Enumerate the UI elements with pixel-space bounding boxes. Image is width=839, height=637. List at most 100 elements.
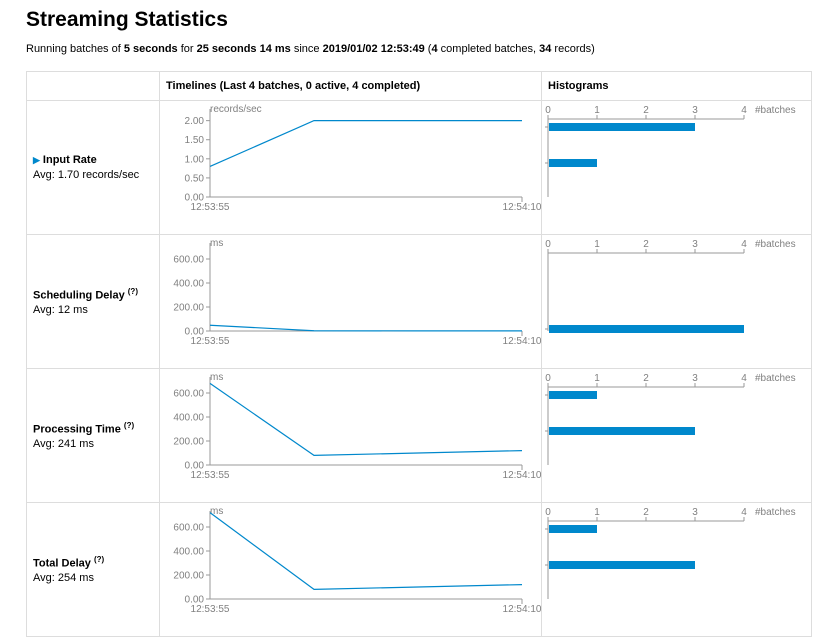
histograms-header: Histograms bbox=[541, 71, 812, 101]
histogram-cell: 0 1 2 3 4 #batches bbox=[541, 100, 812, 235]
help-tooltip-icon[interactable]: (?) bbox=[93, 554, 105, 564]
y-tick-label: 0.00 bbox=[185, 461, 205, 472]
x-tick-label: 12:53:55 bbox=[191, 202, 230, 213]
y-tick-label: 200.00 bbox=[173, 571, 204, 582]
y-unit-label: records/sec bbox=[210, 104, 262, 115]
hist-tick-label: 1 bbox=[594, 507, 600, 518]
x-tick-label: 12:54:10 bbox=[503, 604, 542, 615]
histogram-cell: 0 1 2 3 4 #batches bbox=[541, 502, 812, 637]
hist-tick-label: 3 bbox=[692, 239, 698, 250]
expand-triangle-icon[interactable]: ▶ bbox=[33, 155, 40, 165]
y-tick-label: 0.00 bbox=[185, 327, 205, 338]
y-tick-label: 400.00 bbox=[173, 279, 204, 290]
metric-label-cell: Scheduling Delay (?) Avg: 12 ms bbox=[26, 234, 160, 369]
metric-name-text: Processing Time bbox=[33, 423, 121, 436]
hist-tick-label: 2 bbox=[643, 373, 649, 384]
summary-text: since bbox=[290, 43, 323, 55]
metric-row: Processing Time (?) Avg: 241 ms ms 0.00 200.… bbox=[26, 368, 812, 503]
y-tick-label: 0.00 bbox=[185, 193, 205, 204]
start-time: 2019/01/02 12:53:49 bbox=[322, 43, 425, 55]
stats-table: Timelines (Last 4 batches, 0 active, 4 c… bbox=[26, 71, 812, 637]
histogram-cell: 0 1 2 3 4 #batches bbox=[541, 234, 812, 369]
y-tick-label: 1.50 bbox=[185, 135, 205, 146]
metric-average: Avg: 1.70 records/sec bbox=[33, 169, 140, 181]
metric-name: Processing Time (?) bbox=[33, 421, 159, 436]
x-tick-label: 12:53:55 bbox=[191, 470, 230, 481]
series-line bbox=[209, 120, 522, 168]
histogram-bar bbox=[549, 525, 597, 533]
completed-batches-count: 4 bbox=[431, 43, 438, 55]
summary-text: completed batches, bbox=[437, 43, 540, 55]
hist-tick-label: 0 bbox=[545, 373, 551, 384]
hist-axis-label: #batches bbox=[755, 373, 796, 384]
y-tick-label: 1.00 bbox=[185, 154, 205, 165]
timeline-cell: ms 0.00 200.00 400.00 600.00 12:53:55 12:54:10 bbox=[159, 368, 542, 503]
metric-name[interactable]: ▶ Input Rate bbox=[33, 154, 159, 166]
histogram-cell: 0 1 2 3 4 #batches bbox=[541, 368, 812, 503]
hist-tick-label: 2 bbox=[643, 507, 649, 518]
y-tick-label: 2.00 bbox=[185, 116, 205, 127]
y-tick-label: 400.00 bbox=[173, 547, 204, 558]
hist-axis-label: #batches bbox=[755, 105, 796, 116]
metric-name-text: Input Rate bbox=[42, 154, 97, 166]
table-header-row: Timelines (Last 4 batches, 0 active, 4 c… bbox=[26, 71, 812, 101]
help-tooltip-icon[interactable]: (?) bbox=[123, 420, 135, 430]
hist-tick-label: 4 bbox=[741, 373, 747, 384]
x-tick-label: 12:53:55 bbox=[191, 336, 230, 347]
timeline-cell: ms 0.00 200.00 400.00 600.00 12:53:55 12:54:10 bbox=[159, 502, 542, 637]
metric-label-cell: Total Delay (?) Avg: 254 ms bbox=[26, 502, 160, 637]
metric-average: Avg: 241 ms bbox=[33, 438, 94, 451]
hist-axis-label: #batches bbox=[755, 239, 796, 250]
histogram-bar bbox=[549, 123, 695, 131]
histogram-chart: 0 1 2 3 4 #batches bbox=[545, 105, 796, 197]
y-tick-label: 600.00 bbox=[173, 389, 204, 400]
records-count: 34 bbox=[539, 43, 552, 55]
histogram-bar bbox=[549, 391, 597, 399]
metric-average: Avg: 12 ms bbox=[33, 304, 88, 317]
summary-text: for bbox=[177, 43, 197, 55]
series-line bbox=[209, 512, 523, 591]
y-tick-label: 600.00 bbox=[173, 523, 204, 534]
hist-axis-label: #batches bbox=[755, 507, 796, 518]
hist-tick-label: 1 bbox=[594, 373, 600, 384]
hist-tick-label: 4 bbox=[741, 507, 747, 518]
series-line bbox=[209, 324, 522, 332]
hist-tick-label: 4 bbox=[741, 105, 747, 116]
timeline-chart: records/sec 0.00 0.50 1.00 1.50 2.00 12:53:55 1… bbox=[185, 104, 542, 213]
metric-name-text: Total Delay bbox=[33, 557, 91, 570]
y-tick-label: 0.00 bbox=[185, 595, 205, 606]
batch-summary: Running batches of 5 seconds for 25 seco… bbox=[26, 43, 595, 55]
timelines-header: Timelines (Last 4 batches, 0 active, 4 c… bbox=[159, 71, 542, 101]
metric-row: ▶ Input Rate Avg: 1.70 records/sec records/… bbox=[26, 100, 812, 235]
batch-interval: 5 seconds bbox=[123, 43, 178, 55]
summary-text: Running batches of bbox=[26, 43, 124, 55]
hist-tick-label: 3 bbox=[692, 373, 698, 384]
metric-label-cell: ▶ Input Rate Avg: 1.70 records/sec bbox=[26, 100, 160, 235]
timeline-chart: ms 0.00 200.00 400.00 600.00 12:53:55 12:54:10 bbox=[173, 238, 541, 347]
histogram-bar bbox=[549, 561, 695, 569]
histogram-bar bbox=[549, 159, 597, 167]
metric-label-cell: Processing Time (?) Avg: 241 ms bbox=[26, 368, 160, 503]
metric-row: Scheduling Delay (?) Avg: 12 ms ms 0.00 200.… bbox=[26, 234, 812, 369]
histogram-chart: 0 1 2 3 4 #batches bbox=[545, 239, 796, 333]
timeline-cell: records/sec 0.00 0.50 1.00 1.50 2.00 12:53:55 1… bbox=[159, 100, 542, 235]
timeline-chart: ms 0.00 200.00 400.00 600.00 12:53:55 12:54:10 bbox=[173, 506, 542, 615]
histogram-bar bbox=[549, 427, 695, 435]
y-unit-label: ms bbox=[210, 506, 223, 517]
y-tick-label: 0.50 bbox=[185, 173, 205, 184]
y-unit-label: ms bbox=[210, 372, 223, 383]
histogram-chart: 0 1 2 3 4 #batches bbox=[545, 507, 796, 599]
help-tooltip-icon[interactable]: (?) bbox=[127, 286, 138, 296]
series-line bbox=[209, 382, 523, 457]
hist-tick-label: 0 bbox=[545, 105, 551, 116]
timeline-cell: ms 0.00 200.00 400.00 600.00 12:53:55 12:54:10 bbox=[159, 234, 542, 369]
hist-tick-label: 3 bbox=[692, 507, 698, 518]
hist-tick-label: 2 bbox=[643, 105, 649, 116]
hist-tick-label: 2 bbox=[643, 239, 649, 250]
hist-tick-label: 0 bbox=[545, 239, 551, 250]
y-tick-label: 200.00 bbox=[173, 437, 204, 448]
histogram-chart: 0 1 2 3 4 #batches bbox=[545, 373, 796, 465]
metric-name: Total Delay (?) bbox=[33, 555, 159, 570]
header-empty-cell bbox=[26, 71, 160, 101]
timeline-chart: ms 0.00 200.00 400.00 600.00 12:53:55 12:54:10 bbox=[173, 372, 541, 481]
